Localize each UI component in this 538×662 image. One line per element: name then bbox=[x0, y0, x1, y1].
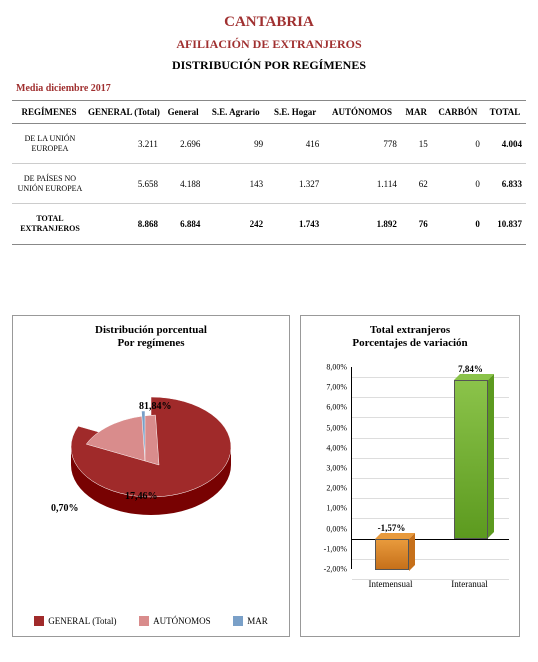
period-label: Media diciembre 2017 bbox=[16, 83, 526, 94]
cell: 3.211 bbox=[86, 124, 162, 164]
cell: 76 bbox=[401, 204, 432, 244]
pie-chart: 81,84% 17,46% 0,70% bbox=[13, 351, 289, 571]
cell: 62 bbox=[401, 164, 432, 204]
pie-title: Distribución porcentual Por regímenes bbox=[13, 316, 289, 352]
legend-label: AUTÓNOMOS bbox=[153, 616, 211, 626]
bar-chart-panel: Total extranjeros Porcentajes de variaci… bbox=[300, 315, 520, 637]
cell: 242 bbox=[204, 204, 267, 244]
bar bbox=[454, 380, 488, 538]
page-section-title: DISTRIBUCIÓN POR REGÍMENES bbox=[12, 58, 526, 73]
table-header-row: REGÍMENES GENERAL (Total) General S.E. A… bbox=[12, 101, 526, 124]
legend-label: GENERAL (Total) bbox=[48, 616, 116, 626]
cell: 15 bbox=[401, 124, 432, 164]
row-label: TOTAL EXTRANJEROS bbox=[12, 204, 86, 244]
cell: 5.658 bbox=[86, 164, 162, 204]
bar bbox=[375, 539, 409, 571]
col-general-total: GENERAL (Total) bbox=[86, 101, 162, 124]
bar-chart: -2,00% -1,00% 0,00% 1,00% 2,00% 3,00% 4,00% 5,0… bbox=[301, 357, 519, 597]
cell: 1.743 bbox=[267, 204, 323, 244]
cell: 1.892 bbox=[323, 204, 401, 244]
y-tick-label: 8,00% bbox=[301, 363, 347, 372]
cell: 143 bbox=[204, 164, 267, 204]
legend-item: MAR bbox=[233, 616, 268, 626]
charts-row: Distribución porcentual Por regímenes 81… bbox=[12, 315, 526, 637]
x-category-label: Interanual bbox=[430, 579, 510, 589]
col-regimenes: REGÍMENES bbox=[12, 101, 86, 124]
cell: 6.884 bbox=[162, 204, 204, 244]
table-row: TOTAL EXTRANJEROS8.8686.8842421.7431.892… bbox=[12, 204, 526, 244]
cell: 6.833 bbox=[484, 164, 526, 204]
table-row: DE LA UNIÓN EUROPEA3.2112.69699416778150… bbox=[12, 124, 526, 164]
bar-value-label: 7,84% bbox=[441, 364, 501, 374]
cell: 4.004 bbox=[484, 124, 526, 164]
pie-label-autonomos: 17,46% bbox=[125, 491, 158, 502]
bar-value-label: -1,57% bbox=[362, 523, 422, 533]
col-mar: MAR bbox=[401, 101, 432, 124]
table-row: DE PAÍSES NO UNIÓN EUROPEA5.6584.1881431… bbox=[12, 164, 526, 204]
cell: 99 bbox=[204, 124, 267, 164]
bar-title: Total extranjeros Porcentajes de variaci… bbox=[301, 316, 519, 352]
cell: 1.327 bbox=[267, 164, 323, 204]
y-tick-label: -1,00% bbox=[301, 544, 347, 553]
legend-label: MAR bbox=[247, 616, 268, 626]
cell: 4.188 bbox=[162, 164, 204, 204]
y-tick-label: -2,00% bbox=[301, 565, 347, 574]
cell: 1.114 bbox=[323, 164, 401, 204]
pie-chart-panel: Distribución porcentual Por regímenes 81… bbox=[12, 315, 290, 637]
cell: 8.868 bbox=[86, 204, 162, 244]
bar-side bbox=[488, 374, 494, 538]
pie-legend: GENERAL (Total) AUTÓNOMOS MAR bbox=[13, 616, 289, 626]
y-tick-label: 2,00% bbox=[301, 484, 347, 493]
bar-side bbox=[409, 533, 415, 571]
col-autonomos: AUTÓNOMOS bbox=[323, 101, 401, 124]
y-tick-label: 6,00% bbox=[301, 403, 347, 412]
y-tick-label: 4,00% bbox=[301, 443, 347, 452]
legend-swatch bbox=[34, 616, 44, 626]
cell: 0 bbox=[432, 204, 484, 244]
cell: 0 bbox=[432, 164, 484, 204]
cell: 2.696 bbox=[162, 124, 204, 164]
y-tick-label: 1,00% bbox=[301, 504, 347, 513]
col-agrario: S.E. Agrario bbox=[204, 101, 267, 124]
cell: 416 bbox=[267, 124, 323, 164]
regimes-table: REGÍMENES GENERAL (Total) General S.E. A… bbox=[12, 100, 526, 245]
legend-item: AUTÓNOMOS bbox=[139, 616, 211, 626]
bar-plot-area: -1,57% 7,84% bbox=[351, 367, 509, 569]
col-hogar: S.E. Hogar bbox=[267, 101, 323, 124]
cell: 0 bbox=[432, 124, 484, 164]
col-general: General bbox=[162, 101, 204, 124]
page-subtitle: AFILIACIÓN DE EXTRANJEROS bbox=[12, 37, 526, 52]
pie-label-mar: 0,70% bbox=[51, 503, 79, 514]
x-category-label: Intemensual bbox=[351, 579, 431, 589]
page-title-region: CANTABRIA bbox=[12, 14, 526, 31]
col-total: TOTAL bbox=[484, 101, 526, 124]
cell: 10.837 bbox=[484, 204, 526, 244]
y-tick-label: 3,00% bbox=[301, 464, 347, 473]
legend-swatch bbox=[139, 616, 149, 626]
legend-swatch bbox=[233, 616, 243, 626]
y-tick-label: 7,00% bbox=[301, 383, 347, 392]
legend-item: GENERAL (Total) bbox=[34, 616, 116, 626]
row-label: DE PAÍSES NO UNIÓN EUROPEA bbox=[12, 164, 86, 204]
y-tick-label: 0,00% bbox=[301, 524, 347, 533]
row-label: DE LA UNIÓN EUROPEA bbox=[12, 124, 86, 164]
pie-label-general: 81,84% bbox=[139, 401, 172, 412]
col-carbon: CARBÓN bbox=[432, 101, 484, 124]
y-tick-label: 5,00% bbox=[301, 423, 347, 432]
cell: 778 bbox=[323, 124, 401, 164]
